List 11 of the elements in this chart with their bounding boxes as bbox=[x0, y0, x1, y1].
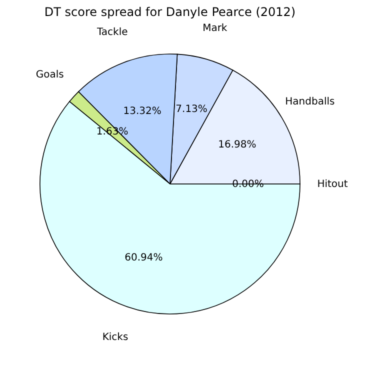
slice-label: Tackle bbox=[96, 27, 128, 38]
slice-label: Kicks bbox=[102, 332, 128, 343]
chart-title: DT score spread for Danyle Pearce (2012) bbox=[44, 4, 296, 19]
data-label: 13.32% bbox=[123, 106, 162, 118]
data-label: 7.13% bbox=[176, 104, 208, 116]
slice-label: Mark bbox=[202, 22, 228, 34]
category-label: Hitout bbox=[317, 179, 348, 190]
data-label: 60.94% bbox=[124, 252, 163, 264]
data-label: 16.98% bbox=[218, 139, 256, 150]
slice-label: Goals bbox=[36, 70, 64, 81]
slice-label: Handballs bbox=[285, 96, 335, 108]
